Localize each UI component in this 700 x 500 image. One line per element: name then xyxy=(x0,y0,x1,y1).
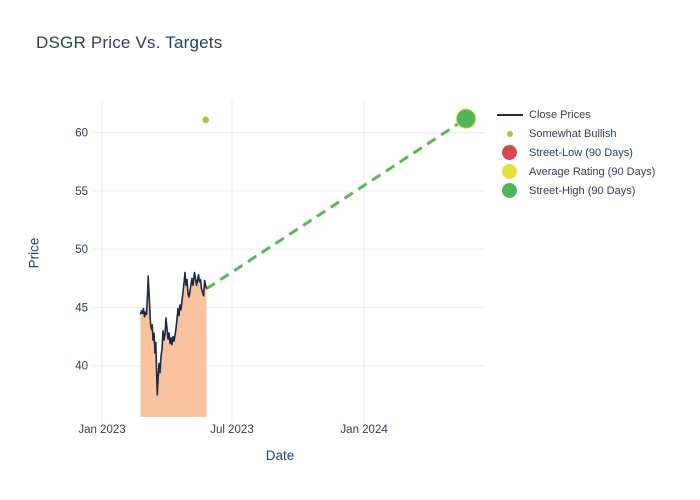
legend-item-label: Somewhat Bullish xyxy=(529,128,617,141)
swatch-shape xyxy=(502,164,517,180)
y-tick-label: 40 xyxy=(75,361,88,373)
legend-item-average-rating-90-days[interactable]: Average Rating (90 Days) xyxy=(496,162,655,181)
marker-swatch-icon xyxy=(496,145,523,161)
x-tick-label: Jan 2023 xyxy=(78,424,125,436)
y-tick-label: 50 xyxy=(75,244,88,256)
swatch-shape xyxy=(506,131,513,138)
marker-swatch-icon xyxy=(496,131,523,138)
street-high-marker[interactable] xyxy=(456,109,476,128)
legend-item-somewhat-bullish[interactable]: Somewhat Bullish xyxy=(496,125,655,144)
y-tick-label: 55 xyxy=(75,186,88,198)
legend: Close Prices Somewhat Bullish Street-Low (… xyxy=(496,106,655,200)
swatch-shape xyxy=(502,183,517,199)
legend-item-label: Street-High (90 Days) xyxy=(529,184,636,197)
line-swatch-icon xyxy=(496,114,523,117)
marker-swatch-icon xyxy=(496,164,523,180)
x-tick-label: Jul 2023 xyxy=(210,424,253,436)
swatch-shape xyxy=(502,145,517,161)
legend-item-label: Street-Low (90 Days) xyxy=(529,146,633,159)
close-price-line[interactable] xyxy=(139,271,208,396)
swatch-shape xyxy=(496,114,523,117)
marker-swatch-icon xyxy=(496,183,523,199)
y-tick-label: 60 xyxy=(75,128,88,140)
target-trend-line xyxy=(205,117,467,291)
x-tick-label: Jan 2024 xyxy=(340,424,388,436)
close-price-area xyxy=(140,272,207,417)
legend-item-label: Average Rating (90 Days) xyxy=(529,165,656,178)
somewhat-bullish-marker[interactable] xyxy=(202,116,210,124)
legend-item-label: Close Prices xyxy=(529,109,591,122)
legend-item-street-high-90-days[interactable]: Street-High (90 Days) xyxy=(496,181,655,200)
y-axis-title: Price xyxy=(26,237,42,269)
y-tick-label: 45 xyxy=(75,302,88,314)
legend-item-close-prices[interactable]: Close Prices xyxy=(496,106,655,125)
x-axis-title: Date xyxy=(265,448,295,463)
chart-title: DSGR Price Vs. Targets xyxy=(36,33,223,52)
legend-item-street-low-90-days[interactable]: Street-Low (90 Days) xyxy=(496,144,655,163)
